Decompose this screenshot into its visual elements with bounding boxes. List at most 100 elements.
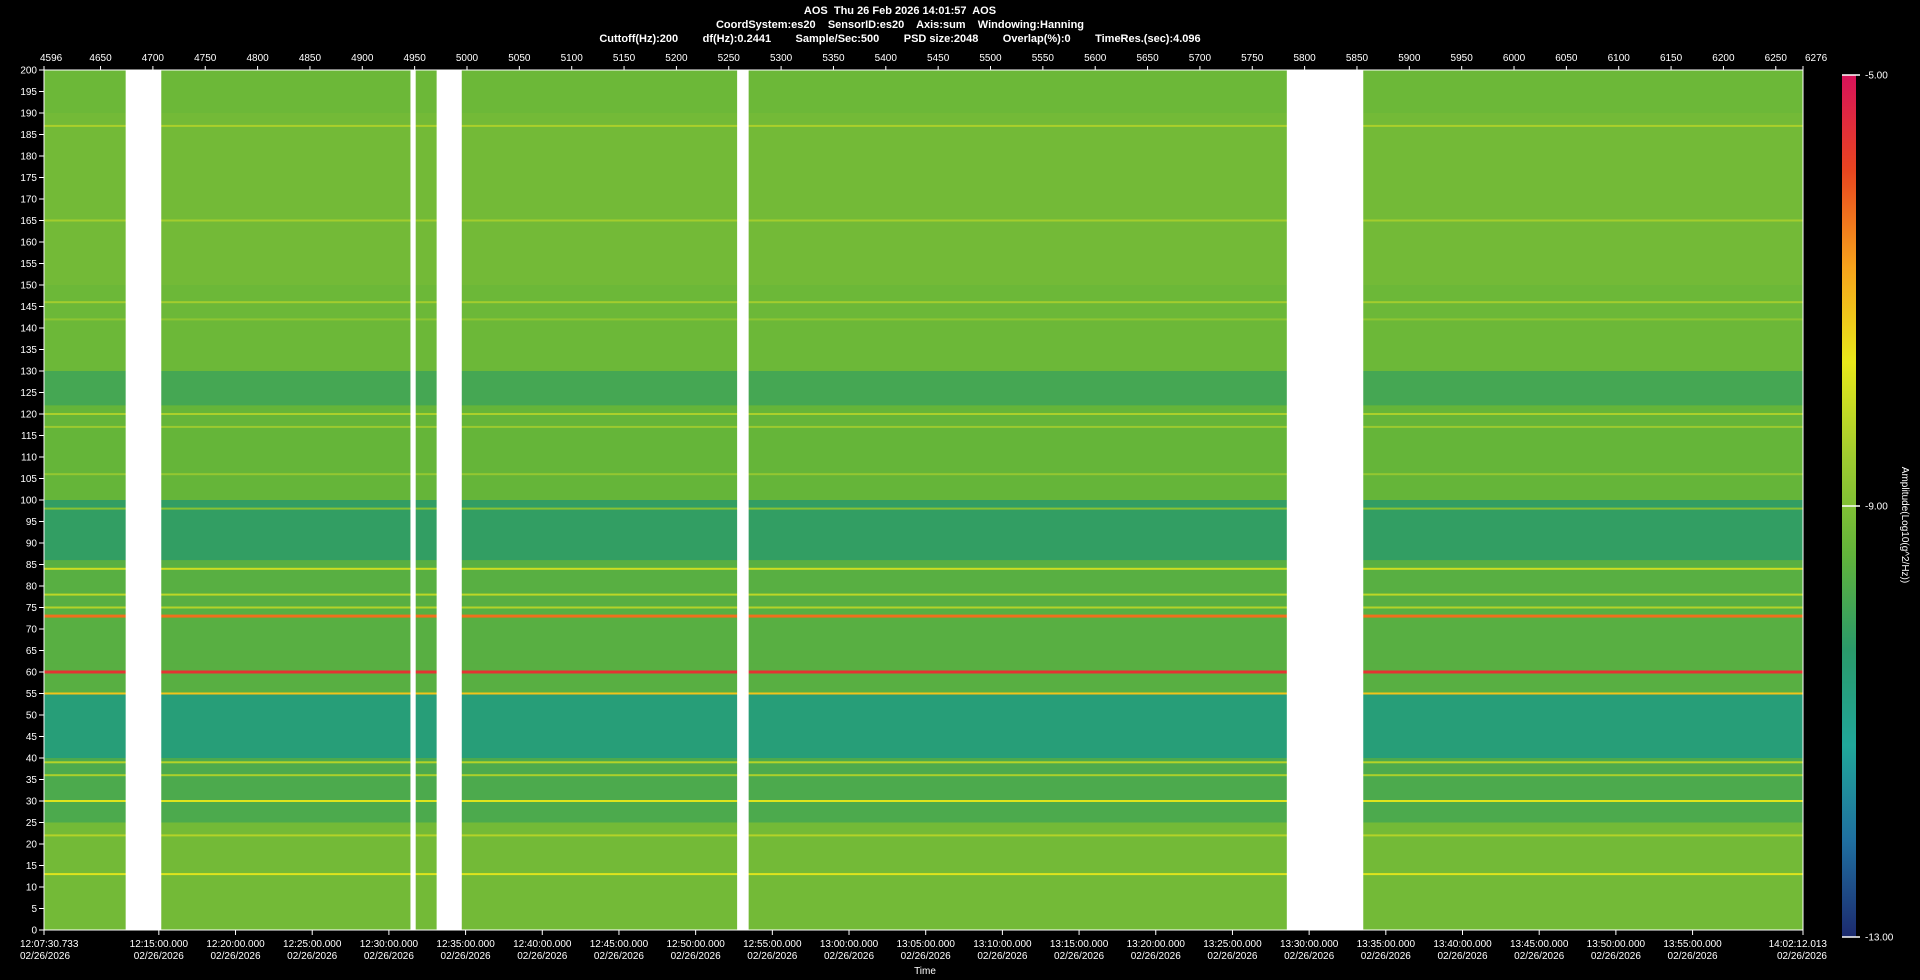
y-tick-label: 145 (20, 302, 37, 313)
y-tick-label: 120 (20, 410, 37, 421)
top-tick-label: 5050 (508, 53, 531, 64)
top-tick-label: 4750 (194, 53, 217, 64)
background-band (44, 113, 1803, 199)
top-tick-label: 6150 (1660, 53, 1683, 64)
y-tick-label: 190 (20, 109, 37, 120)
y-tick-label: 140 (20, 324, 37, 335)
time-tick-label: 13:10:00.000 (973, 939, 1032, 950)
time-tick-label: 14:02:12.013 (1769, 939, 1828, 950)
time-tick-label: 12:55:00.000 (743, 939, 802, 950)
top-tick-label: 4596 (40, 53, 63, 64)
y-tick-label: 95 (26, 517, 38, 528)
y-tick-label: 150 (20, 281, 37, 292)
colorbar-label: Amplitude(Log10(g^2/Hz)) (1899, 467, 1910, 583)
date-tick-label: 02/26/2026 (1777, 951, 1827, 962)
colorbar-tick-label: -5.00 (1865, 71, 1888, 82)
background-band (44, 371, 1803, 406)
tonal-line (44, 473, 1803, 476)
tonal-line (44, 761, 1803, 764)
tonal-line (44, 774, 1803, 777)
top-tick-label: 5900 (1398, 53, 1421, 64)
top-tick-label: 5500 (979, 53, 1002, 64)
time-tick-label: 13:45:00.000 (1510, 939, 1569, 950)
date-tick-label: 02/26/2026 (977, 951, 1027, 962)
y-tick-label: 75 (26, 603, 38, 614)
y-tick-label: 165 (20, 216, 37, 227)
top-tick-label: 5850 (1346, 53, 1369, 64)
data-gap (410, 70, 416, 930)
time-tick-label: 13:40:00.000 (1433, 939, 1492, 950)
chart-params-line1: CoordSystem:es20 SensorID:es20 Axis:sum … (715, 19, 1085, 31)
tonal-line (44, 692, 1803, 695)
time-tick-label: 12:50:00.000 (666, 939, 725, 950)
top-tick-label: 6000 (1503, 53, 1526, 64)
tonal-line (44, 800, 1803, 802)
y-tick-label: 35 (26, 775, 38, 786)
date-tick-label: 02/26/2026 (747, 951, 797, 962)
y-tick-label: 175 (20, 173, 37, 184)
date-tick-label: 02/26/2026 (1284, 951, 1334, 962)
time-tick-label: 12:15:00.000 (130, 939, 189, 950)
time-tick-label: 12:30:00.000 (360, 939, 419, 950)
top-tick-label: 5600 (1084, 53, 1107, 64)
y-tick-label: 155 (20, 259, 37, 270)
y-tick-label: 105 (20, 474, 37, 485)
y-tick-label: 185 (20, 130, 37, 141)
time-tick-label: 12:35:00.000 (436, 939, 495, 950)
y-tick-label: 40 (26, 754, 38, 765)
tonal-line (44, 413, 1803, 415)
y-tick-label: 10 (26, 883, 38, 894)
time-tick-label: 12:25:00.000 (283, 939, 342, 950)
x-axis-label: Time (914, 966, 936, 977)
top-tick-label: 5100 (561, 53, 584, 64)
y-tick-label: 5 (31, 904, 37, 915)
date-tick-label: 02/26/2026 (1207, 951, 1257, 962)
time-tick-label: 13:35:00.000 (1357, 939, 1416, 950)
time-tick-label: 13:25:00.000 (1203, 939, 1262, 950)
background-band (44, 693, 1803, 758)
y-tick-label: 85 (26, 560, 38, 571)
y-tick-label: 50 (26, 711, 38, 722)
axes: 0 5 10 15 20 25 30 35 40 45 50 55 60 65 70 75 80 85 90 95 10… (20, 53, 1828, 962)
top-tick-label: 5450 (927, 53, 950, 64)
top-tick-label: 4950 (404, 53, 427, 64)
y-tick-label: 65 (26, 646, 38, 657)
y-tick-label: 100 (20, 496, 37, 507)
date-tick-label: 02/26/2026 (1131, 951, 1181, 962)
background-band (44, 560, 1803, 664)
y-tick-label: 0 (31, 926, 37, 937)
top-tick-label: 6050 (1555, 53, 1578, 64)
tonal-line (44, 606, 1803, 609)
colorbar: -5.00 -9.00 -13.00 (1842, 71, 1894, 944)
data-gap (125, 70, 162, 930)
colorbar-tick-label: -9.00 (1865, 502, 1888, 513)
y-tick-label: 115 (21, 431, 37, 442)
top-tick-label: 5650 (1136, 53, 1159, 64)
tonal-line (44, 507, 1803, 510)
date-tick-label: 02/26/2026 (824, 951, 874, 962)
top-tick-label: 5200 (665, 53, 688, 64)
background-band (44, 405, 1803, 500)
chart-params-line2: Cuttoff(Hz):200 df(Hz):0.2441 Sample/Sec… (599, 33, 1201, 45)
top-tick-label: 5700 (1189, 53, 1212, 64)
date-tick-label: 02/26/2026 (20, 951, 70, 962)
time-tick-label: 13:20:00.000 (1127, 939, 1186, 950)
date-tick-label: 02/26/2026 (441, 951, 491, 962)
top-tick-label: 4850 (299, 53, 322, 64)
tonal-line (44, 318, 1803, 321)
tonal-line (44, 219, 1803, 222)
top-tick-label: 5250 (718, 53, 741, 64)
top-tick-label: 6250 (1765, 53, 1788, 64)
y-tick-label: 25 (26, 818, 38, 829)
y-tick-label: 80 (26, 582, 38, 593)
top-tick-label: 6100 (1608, 53, 1631, 64)
date-tick-label: 02/26/2026 (1514, 951, 1564, 962)
tonal-line (44, 834, 1803, 837)
time-tick-label: 12:07:30.733 (20, 939, 79, 950)
y-tick-label: 160 (20, 238, 37, 249)
tonal-line (44, 425, 1803, 428)
top-tick-label: 5800 (1293, 53, 1316, 64)
time-tick-label: 13:55:00.000 (1663, 939, 1722, 950)
y-tick-label: 45 (26, 732, 38, 743)
background-band (44, 70, 1803, 113)
